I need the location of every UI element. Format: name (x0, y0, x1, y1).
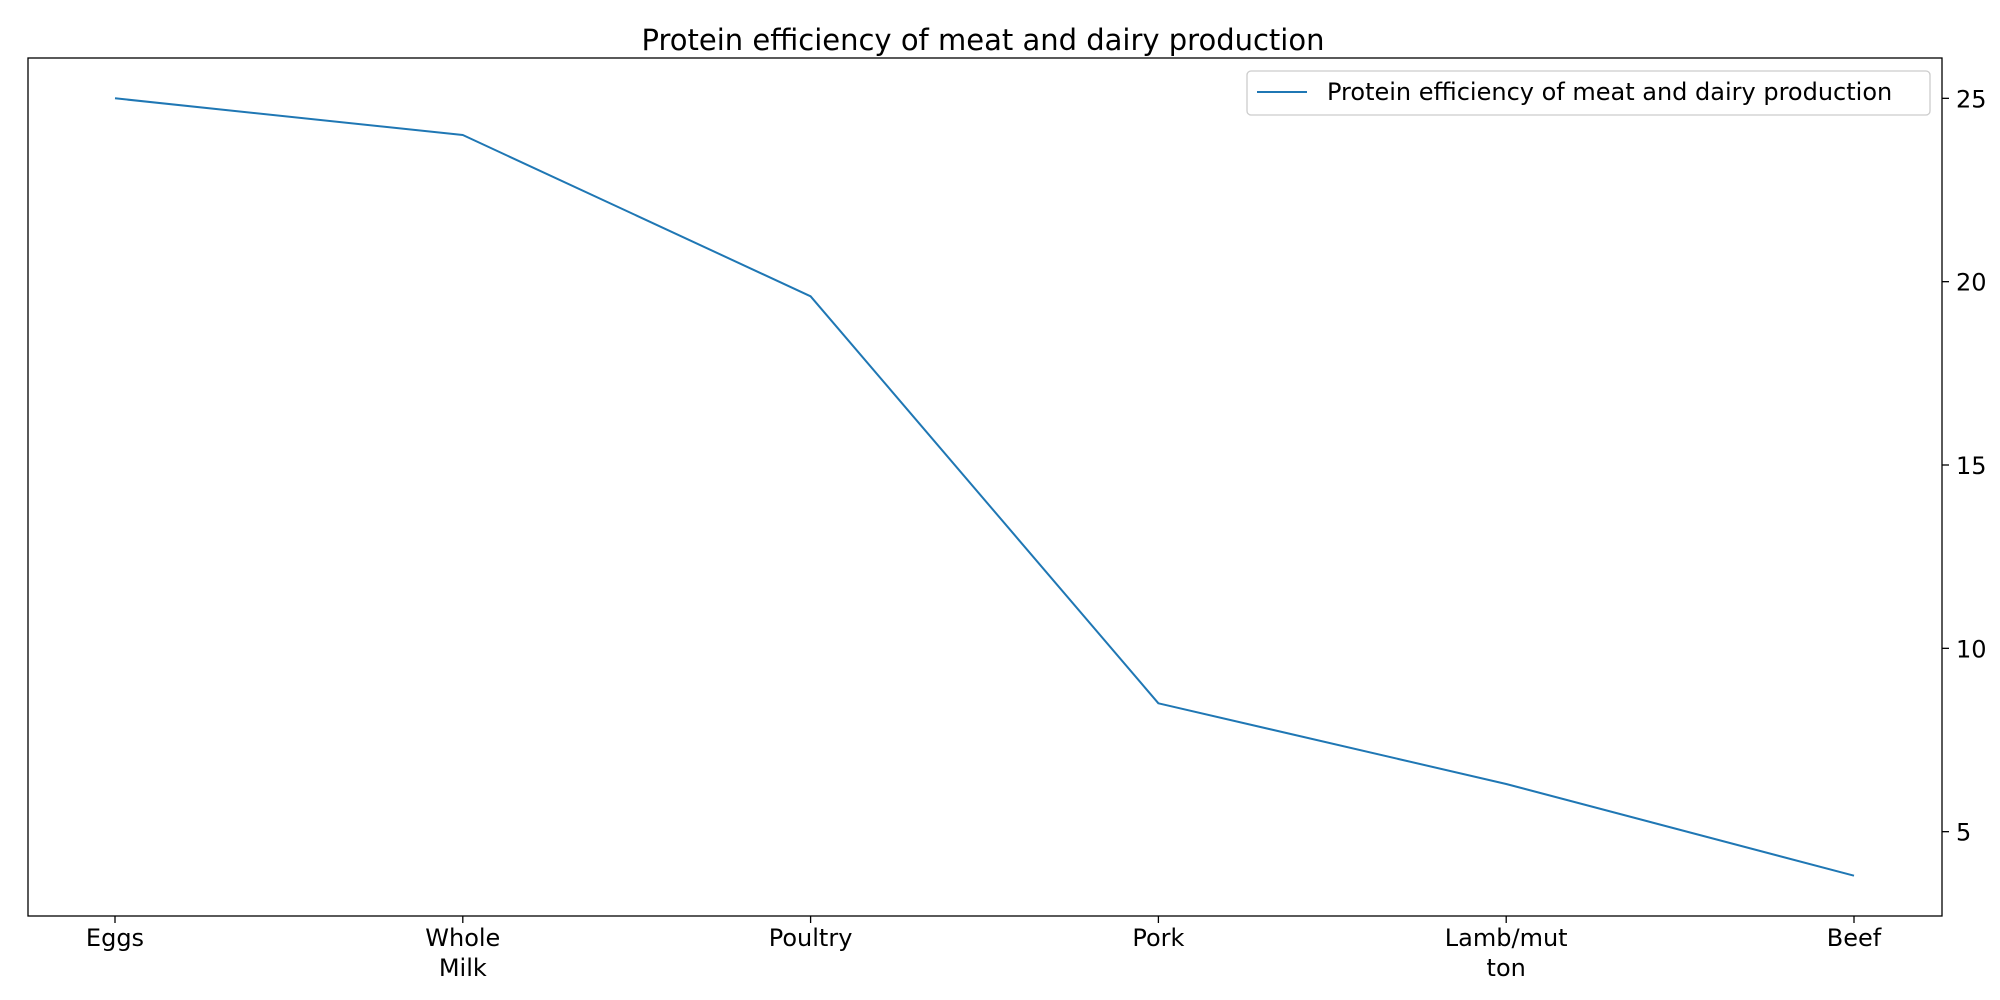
x-tick-label: Eggs (86, 924, 144, 952)
x-tick-label: Pork (1132, 924, 1184, 952)
x-axis: Eggs Whole Milk Poultry Pork Lamb/mut ton Beef (86, 916, 1882, 982)
legend-label: Protein efficiency of meat and dairy pro… (1327, 78, 1892, 106)
legend-box (1246, 70, 1931, 116)
series-layer (114, 97, 1855, 877)
y-tick-label: 25 (1956, 85, 1987, 113)
legend: Protein efficiency of meat and dairy pro… (1246, 70, 1931, 116)
y-tick-label: 15 (1956, 452, 1987, 480)
plot-area-frame (27, 57, 1943, 917)
series-line (114, 97, 1855, 877)
x-tick-label: Beef (1827, 924, 1882, 952)
y-tick-label: 5 (1956, 819, 1971, 847)
x-tick-label: Lamb/mut ton (1445, 924, 1568, 982)
y-axis: 5 10 15 20 25 (1942, 85, 1987, 847)
x-tick-label: Poultry (769, 924, 853, 952)
x-tick-label: Whole Milk (425, 924, 500, 982)
y-tick-label: 20 (1956, 269, 1987, 297)
y-tick-label: 10 (1956, 635, 1987, 663)
chart-title: Protein efficiency of meat and dairy pro… (642, 23, 1325, 57)
